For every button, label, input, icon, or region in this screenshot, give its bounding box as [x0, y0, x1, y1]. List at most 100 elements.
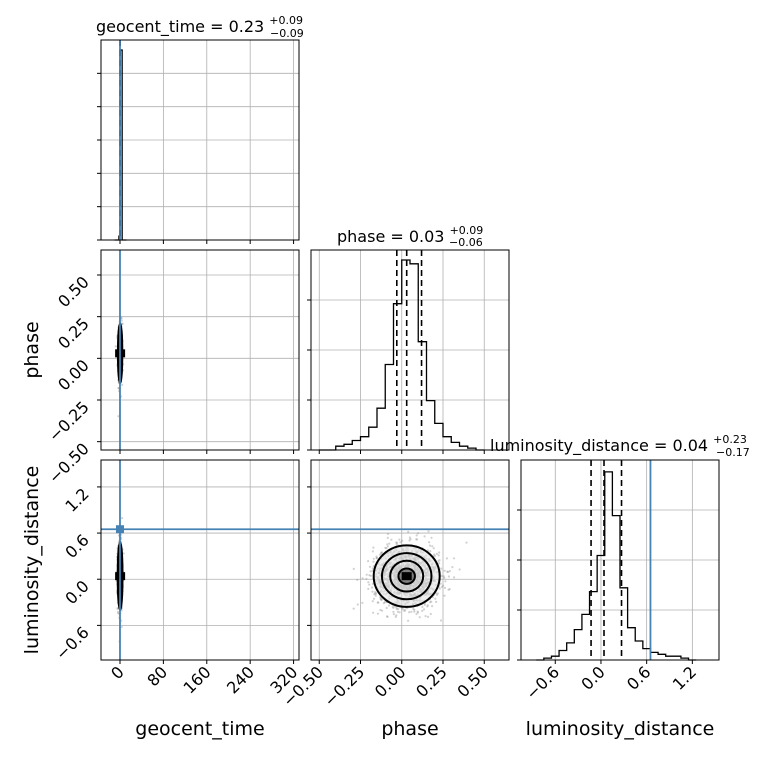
sample-point — [397, 607, 400, 611]
sample-point — [396, 610, 399, 613]
sample-point — [372, 611, 375, 614]
tick-label-x: 0.50 — [453, 662, 492, 701]
sample-point — [407, 619, 410, 622]
tick-label-x: −0.6 — [522, 662, 563, 703]
sample-point — [365, 577, 368, 581]
sample-point — [435, 552, 438, 556]
sample-point — [383, 601, 386, 604]
sample-point — [416, 538, 419, 541]
sample-point — [386, 536, 389, 540]
sample-point — [458, 568, 461, 571]
sample-point — [121, 322, 124, 325]
sample-point — [427, 615, 430, 619]
sample-point — [121, 323, 124, 326]
sample-point — [395, 541, 398, 544]
sample-point — [117, 415, 120, 418]
sample-point — [368, 583, 371, 586]
sample-point — [432, 547, 435, 550]
tick-label-x: 0.6 — [623, 662, 654, 693]
sample-point — [352, 607, 355, 610]
sample-point — [415, 538, 418, 541]
sample-point — [368, 574, 371, 577]
sample-point — [372, 557, 375, 560]
tick-label-y: 0.00 — [54, 356, 93, 395]
sample-point — [374, 592, 377, 596]
sample-point — [371, 550, 374, 553]
sample-point — [422, 608, 426, 611]
sample-point — [442, 584, 445, 587]
sample-point — [376, 612, 379, 615]
sample-point — [443, 586, 447, 590]
xlabel-phase: phase — [381, 718, 438, 740]
truth-marker — [115, 525, 124, 534]
sample-point — [403, 609, 407, 612]
sample-point — [372, 546, 375, 549]
sample-point — [120, 317, 123, 320]
sample-point — [443, 576, 446, 580]
sample-point — [426, 605, 429, 608]
sample-point — [384, 546, 387, 550]
sample-point — [433, 553, 436, 556]
sample-point — [371, 590, 374, 593]
sample-point — [445, 557, 448, 560]
sample-point — [424, 615, 427, 618]
sample-point — [448, 588, 451, 591]
sample-point — [446, 570, 449, 573]
sample-point — [356, 603, 359, 606]
tick-label-y: 0.50 — [54, 272, 93, 311]
sample-point — [433, 554, 437, 558]
sample-point — [120, 625, 123, 629]
density-contour — [380, 552, 433, 601]
sample-point — [447, 575, 450, 578]
sample-point — [437, 554, 440, 557]
sample-point — [395, 541, 399, 544]
sample-point — [368, 565, 371, 568]
sample-point — [390, 538, 393, 541]
sample-point — [371, 567, 374, 570]
sample-point — [416, 610, 419, 613]
sample-point — [429, 544, 432, 547]
sample-point — [431, 605, 434, 608]
sample-point — [379, 598, 382, 601]
tick-label-x: 0 — [107, 662, 128, 683]
sample-point — [423, 603, 426, 606]
sample-point — [440, 585, 443, 589]
sample-point — [453, 576, 456, 579]
ylabel-phase: phase — [21, 321, 43, 378]
sample-point — [399, 541, 402, 544]
sample-point — [372, 597, 376, 600]
histogram-luminosity_distance — [536, 471, 697, 661]
panel-frame — [100, 249, 300, 451]
sample-point — [385, 547, 388, 550]
sample-point — [417, 611, 420, 614]
title-luminosity-distance-minus: −0.17 — [716, 446, 750, 459]
sample-point — [395, 606, 398, 609]
tick-label-y: −0.25 — [45, 397, 93, 445]
sample-point — [394, 615, 397, 619]
sample-point — [431, 545, 434, 548]
tick-label-x: −0.25 — [320, 662, 368, 710]
sample-point — [374, 594, 377, 597]
sample-point — [375, 592, 378, 595]
tick-label-x: 0.0 — [577, 662, 608, 693]
sample-point — [451, 566, 454, 569]
sample-point — [440, 567, 443, 570]
tick-label-x: 1.2 — [669, 662, 700, 693]
sample-point — [386, 532, 390, 536]
sample-point — [386, 545, 389, 548]
sample-point — [410, 610, 413, 613]
sample-point — [408, 539, 411, 542]
sample-point — [116, 607, 119, 610]
sample-point — [122, 552, 125, 555]
sample-point — [370, 586, 374, 589]
sample-point — [371, 600, 374, 603]
sample-point — [415, 534, 418, 537]
sample-point — [380, 551, 383, 554]
tick-label-y: −0.50 — [45, 439, 93, 487]
sample-point — [375, 557, 378, 560]
density-peak — [401, 572, 412, 581]
sample-point — [426, 549, 430, 552]
sample-point — [365, 573, 368, 576]
sample-point — [439, 619, 443, 622]
panel-frame — [100, 459, 300, 661]
